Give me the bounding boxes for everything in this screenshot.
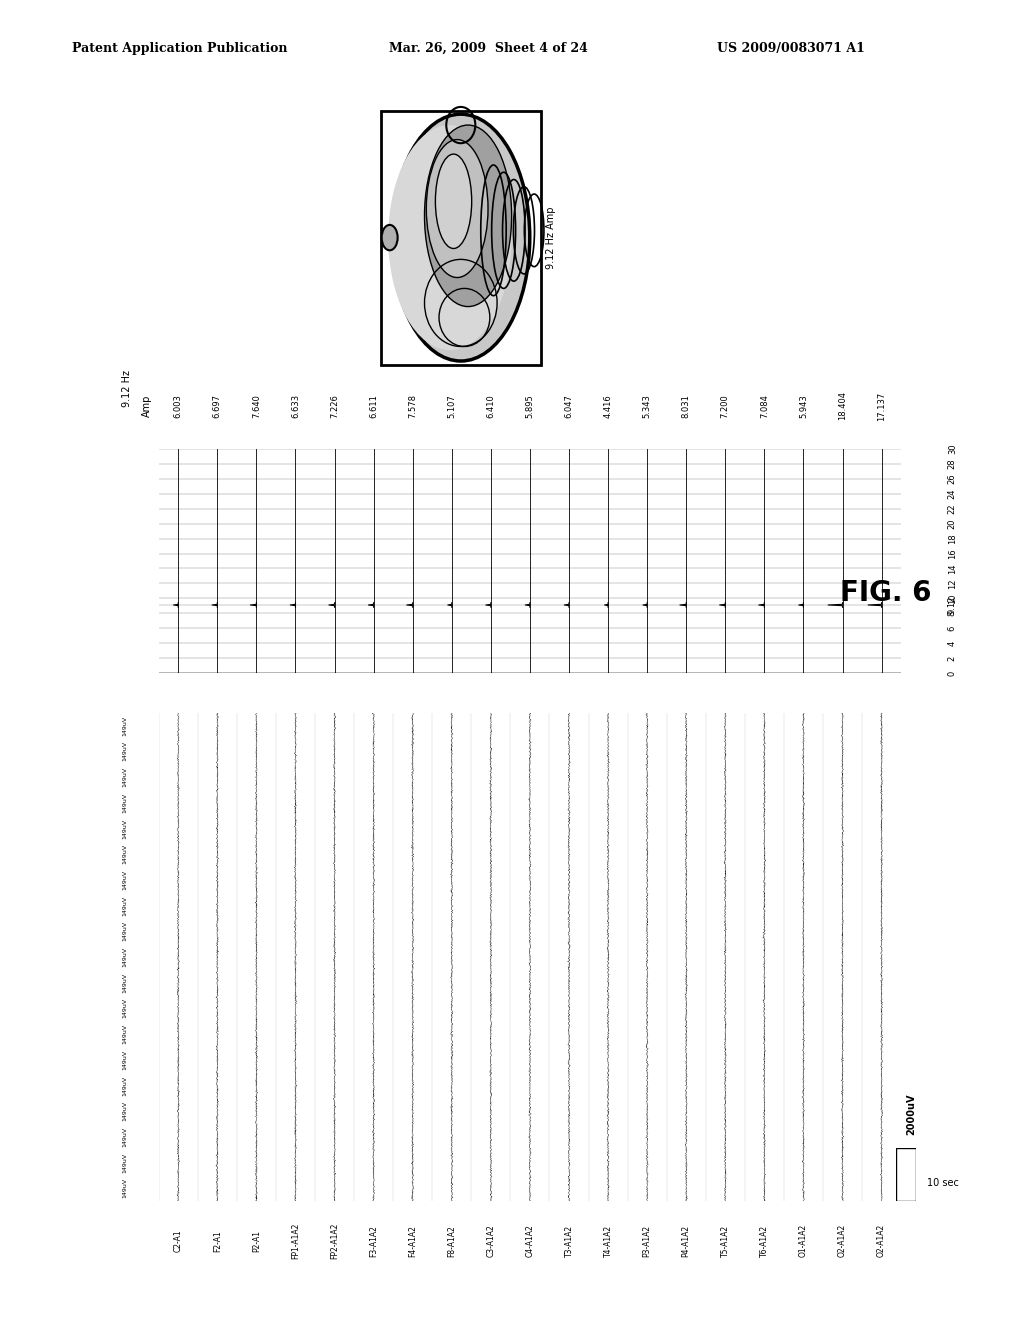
Text: 7.084: 7.084 <box>760 393 769 418</box>
Text: 6: 6 <box>948 626 956 631</box>
Text: 6.003: 6.003 <box>174 393 182 418</box>
Text: 7.640: 7.640 <box>252 393 261 418</box>
Text: 4.416: 4.416 <box>603 395 612 417</box>
Ellipse shape <box>426 140 488 277</box>
Text: 149uV: 149uV <box>122 1049 127 1071</box>
Text: 149uV: 149uV <box>122 895 127 916</box>
Text: 149uV: 149uV <box>122 870 127 890</box>
Text: 149uV: 149uV <box>122 946 127 968</box>
Ellipse shape <box>392 115 529 362</box>
Text: 10 sec: 10 sec <box>927 1177 958 1188</box>
Text: 149uV: 149uV <box>122 1179 127 1199</box>
Text: FIG. 6: FIG. 6 <box>840 579 931 607</box>
Text: Mar. 26, 2009  Sheet 4 of 24: Mar. 26, 2009 Sheet 4 of 24 <box>389 42 588 55</box>
Text: 9.12 Hz Amp: 9.12 Hz Amp <box>547 206 556 269</box>
Text: 149uV: 149uV <box>122 1152 127 1172</box>
Text: F2-A1: F2-A1 <box>213 1230 222 1251</box>
Text: 28: 28 <box>948 458 956 469</box>
Text: 12: 12 <box>948 578 956 589</box>
Text: US 2009/0083071 A1: US 2009/0083071 A1 <box>717 42 864 55</box>
Text: 7.578: 7.578 <box>409 393 417 418</box>
Text: C2-A1: C2-A1 <box>174 1229 182 1253</box>
Text: 20: 20 <box>948 519 956 529</box>
Text: 24: 24 <box>948 488 956 499</box>
Text: C3-A1A2: C3-A1A2 <box>486 1225 496 1257</box>
Text: 30: 30 <box>948 444 956 454</box>
Text: T6-A1A2: T6-A1A2 <box>760 1225 769 1257</box>
Text: 18.404: 18.404 <box>838 392 847 420</box>
Text: 8.031: 8.031 <box>682 393 691 418</box>
Text: 149uV: 149uV <box>122 1024 127 1044</box>
Ellipse shape <box>382 224 397 251</box>
Text: 22: 22 <box>948 503 956 513</box>
Text: O2-A1A2: O2-A1A2 <box>838 1224 847 1258</box>
Text: T4-A1A2: T4-A1A2 <box>603 1225 612 1257</box>
Text: 9.12 Hz: 9.12 Hz <box>123 370 132 408</box>
Text: FP2-A1A2: FP2-A1A2 <box>330 1222 339 1259</box>
Text: 149uV: 149uV <box>122 793 127 813</box>
Text: 149uV: 149uV <box>122 818 127 838</box>
Text: P4-A1A2: P4-A1A2 <box>682 1225 691 1257</box>
Text: 6.047: 6.047 <box>564 393 573 418</box>
Text: T5-A1A2: T5-A1A2 <box>721 1225 730 1257</box>
Ellipse shape <box>425 125 512 306</box>
Text: 149uV: 149uV <box>122 1127 127 1147</box>
Text: 8: 8 <box>948 611 956 616</box>
Text: 5.943: 5.943 <box>799 395 808 417</box>
Text: O2-A1A2: O2-A1A2 <box>878 1224 886 1258</box>
Text: 17.137: 17.137 <box>878 391 886 421</box>
Text: 149uV: 149uV <box>122 843 127 865</box>
Text: 0: 0 <box>948 671 956 676</box>
Text: P2-A1: P2-A1 <box>252 1230 261 1251</box>
Text: 6.410: 6.410 <box>486 395 496 417</box>
Text: Patent Application Publication: Patent Application Publication <box>72 42 287 55</box>
Text: FP1-A1A2: FP1-A1A2 <box>291 1222 300 1259</box>
Text: 149uV: 149uV <box>122 742 127 762</box>
Text: 149uV: 149uV <box>122 1101 127 1121</box>
Text: C4-A1A2: C4-A1A2 <box>525 1225 535 1257</box>
Text: F4-A1A2: F4-A1A2 <box>409 1225 417 1257</box>
Text: 149uV: 149uV <box>122 767 127 787</box>
Ellipse shape <box>435 154 472 248</box>
Text: 5.895: 5.895 <box>525 395 535 417</box>
Text: 5.343: 5.343 <box>643 393 651 418</box>
Text: 2: 2 <box>948 656 956 661</box>
Text: 4: 4 <box>948 640 956 645</box>
Text: 149uV: 149uV <box>122 973 127 993</box>
Text: P3-A1A2: P3-A1A2 <box>643 1225 651 1257</box>
Text: T3-A1A2: T3-A1A2 <box>564 1225 573 1257</box>
Text: 7.200: 7.200 <box>721 395 730 417</box>
Text: 18: 18 <box>948 533 956 544</box>
Text: 149uV: 149uV <box>122 998 127 1019</box>
Text: O1-A1A2: O1-A1A2 <box>799 1224 808 1258</box>
Text: 149uV: 149uV <box>122 1076 127 1096</box>
Text: 10: 10 <box>948 593 956 603</box>
Text: 6.697: 6.697 <box>213 393 222 418</box>
Text: 14: 14 <box>948 564 956 574</box>
Text: 6.633: 6.633 <box>291 393 300 418</box>
Text: 2000uV: 2000uV <box>906 1094 916 1135</box>
Text: 9.12: 9.12 <box>948 595 956 614</box>
Bar <box>381 111 541 364</box>
Text: 5.107: 5.107 <box>447 395 457 417</box>
Text: 149uV: 149uV <box>122 921 127 941</box>
Text: 26: 26 <box>948 474 956 484</box>
Text: Amp: Amp <box>142 395 152 417</box>
Text: 16: 16 <box>948 548 956 558</box>
Text: 149uV: 149uV <box>122 715 127 735</box>
Text: 7.226: 7.226 <box>330 393 339 418</box>
Text: F3-A1A2: F3-A1A2 <box>369 1225 378 1257</box>
Ellipse shape <box>388 125 512 350</box>
Text: F8-A1A2: F8-A1A2 <box>447 1225 457 1257</box>
Text: 6.611: 6.611 <box>369 393 378 418</box>
